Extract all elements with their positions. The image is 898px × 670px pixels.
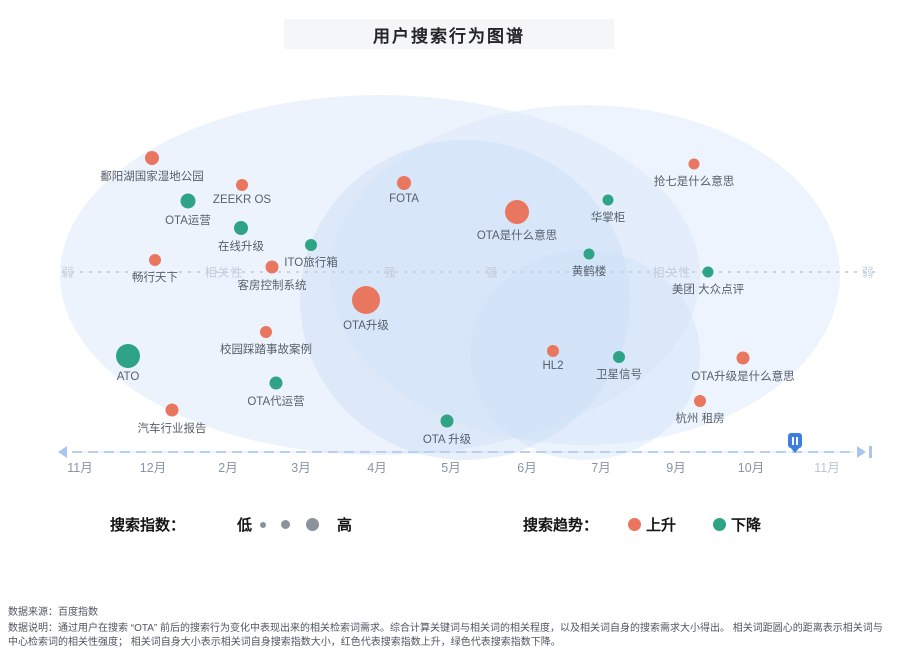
timeline-slider-handle[interactable] — [788, 433, 802, 448]
page-title: 用户搜索行为图谱 — [373, 26, 525, 46]
bubble-point[interactable] — [397, 176, 411, 190]
bubble-label: 畅行天下 — [132, 272, 178, 284]
timeline-arrow-right-icon[interactable] — [857, 446, 866, 458]
relevance-axis-label: 相关性 — [204, 265, 244, 280]
bubble-point[interactable] — [260, 326, 272, 338]
relevance-axis-label: 强 — [383, 265, 397, 280]
background-blob — [60, 95, 700, 455]
legend-trend-title: 搜索趋势： — [523, 517, 599, 534]
bubble-label: 在线升级 — [218, 241, 264, 253]
legend-low-label: 低 — [237, 517, 253, 534]
bubble-label: 杭州 租房 — [675, 413, 725, 425]
legend-index-title: 搜索指数： — [110, 517, 186, 534]
trend-down-dot-icon — [713, 518, 726, 531]
bubble-label: ITO旅行箱 — [284, 257, 338, 269]
month-label: 5月 — [441, 461, 461, 475]
bubble-point[interactable] — [236, 179, 248, 191]
bubble-label: 汽车行业报告 — [137, 422, 207, 435]
title-bar: 用户搜索行为图谱 — [284, 19, 614, 49]
bubble-point[interactable] — [352, 286, 380, 314]
month-label: 6月 — [517, 461, 537, 475]
bubble-point[interactable] — [505, 200, 529, 224]
bubble-label: 客房控制系统 — [237, 279, 307, 292]
bubble-label: OTA升级 — [343, 320, 389, 332]
month-label: 11月 — [67, 461, 93, 475]
timeline-arrow-left-icon[interactable] — [58, 446, 67, 458]
bubble-point[interactable] — [165, 403, 179, 417]
footer: 数据来源：百度指数 数据说明：通过用户在搜索 “OTA” 前后的搜索行为变化中表… — [8, 606, 890, 649]
bubble-label: OTA运营 — [165, 214, 211, 227]
month-label: 11月 — [814, 461, 840, 475]
legend-up-label: 上升 — [646, 517, 677, 534]
month-label: 3月 — [291, 461, 311, 475]
legend: 搜索指数： 低 高 搜索趋势： 上升 下降 — [0, 505, 898, 541]
bubble-point[interactable] — [265, 260, 279, 274]
trend-up-dot-icon — [628, 518, 641, 531]
bubble-label: 华掌柜 — [590, 211, 626, 224]
bubble-label: HL2 — [542, 360, 564, 372]
footer-source: 数据来源：百度指数 — [8, 607, 98, 618]
timeline-arrow-right-bar — [869, 446, 872, 458]
bubble-point[interactable] — [602, 194, 614, 206]
bubble-point[interactable] — [149, 254, 161, 266]
bubble-point[interactable] — [547, 345, 559, 357]
relevance-axis-label: 相关性 — [652, 265, 692, 280]
bubble-label: 校园踩踏事故案例 — [220, 344, 312, 356]
bubble-point[interactable] — [440, 414, 454, 428]
month-label: 7月 — [591, 461, 611, 475]
bubble-label: 美团 大众点评 — [671, 283, 745, 296]
bubble-point[interactable] — [234, 221, 248, 235]
bubble-label: OTA代运营 — [247, 395, 305, 408]
bubble-point[interactable] — [116, 344, 140, 368]
size-dot-small-icon — [260, 522, 266, 528]
bubble-point[interactable] — [145, 151, 159, 165]
bubble-label: OTA 升级 — [422, 433, 472, 446]
month-label: 9月 — [666, 461, 686, 475]
bubble-label: ATO — [116, 371, 140, 383]
bubble-point[interactable] — [269, 376, 283, 390]
slider-grip-icon — [792, 436, 794, 445]
bubble-point[interactable] — [694, 395, 706, 407]
background-blob — [330, 105, 840, 445]
relevance-axis-label: 弱 — [861, 265, 875, 280]
bubble-point[interactable] — [180, 193, 196, 209]
bubble-label: 抢七是什么意思 — [653, 175, 735, 188]
relevance-axis-label: 强 — [485, 265, 499, 280]
bubble-point[interactable] — [583, 248, 595, 260]
bubble-point[interactable] — [613, 351, 625, 363]
month-label: 2月 — [218, 461, 238, 475]
size-dot-large-icon — [306, 518, 319, 531]
size-dot-medium-icon — [281, 520, 290, 529]
background-blob — [470, 250, 700, 460]
bubble-label: OTA是什么意思 — [476, 230, 558, 242]
bubble-point[interactable] — [688, 158, 700, 170]
relevance-dotted-line — [62, 271, 878, 273]
bubble-label: ZEEKR OS — [212, 194, 272, 206]
slider-grip-icon — [796, 436, 798, 445]
relevance-axis-label: 弱 — [61, 265, 75, 280]
footer-note: 数据说明：通过用户在搜索 “OTA” 前后的搜索行为变化中表现出来的相关检索词需… — [8, 623, 883, 648]
bubble-label: 鄱阳湖国家湿地公园 — [100, 171, 204, 183]
timeline-axis — [72, 451, 854, 453]
bubble-label: OTA升级是什么意思 — [691, 370, 795, 383]
bubble-point[interactable] — [702, 266, 714, 278]
bubble-label: 卫星信号 — [596, 369, 642, 381]
month-label: 4月 — [367, 461, 387, 475]
bubble-label: FOTA — [389, 193, 419, 205]
bubble-point[interactable] — [305, 239, 317, 251]
month-label: 12月 — [139, 461, 167, 475]
bubble-label: 黄鹤楼 — [571, 265, 607, 278]
bubble-point[interactable] — [736, 351, 750, 365]
legend-down-label: 下降 — [731, 517, 762, 534]
legend-high-label: 高 — [337, 517, 353, 534]
month-label: 10月 — [737, 461, 765, 475]
